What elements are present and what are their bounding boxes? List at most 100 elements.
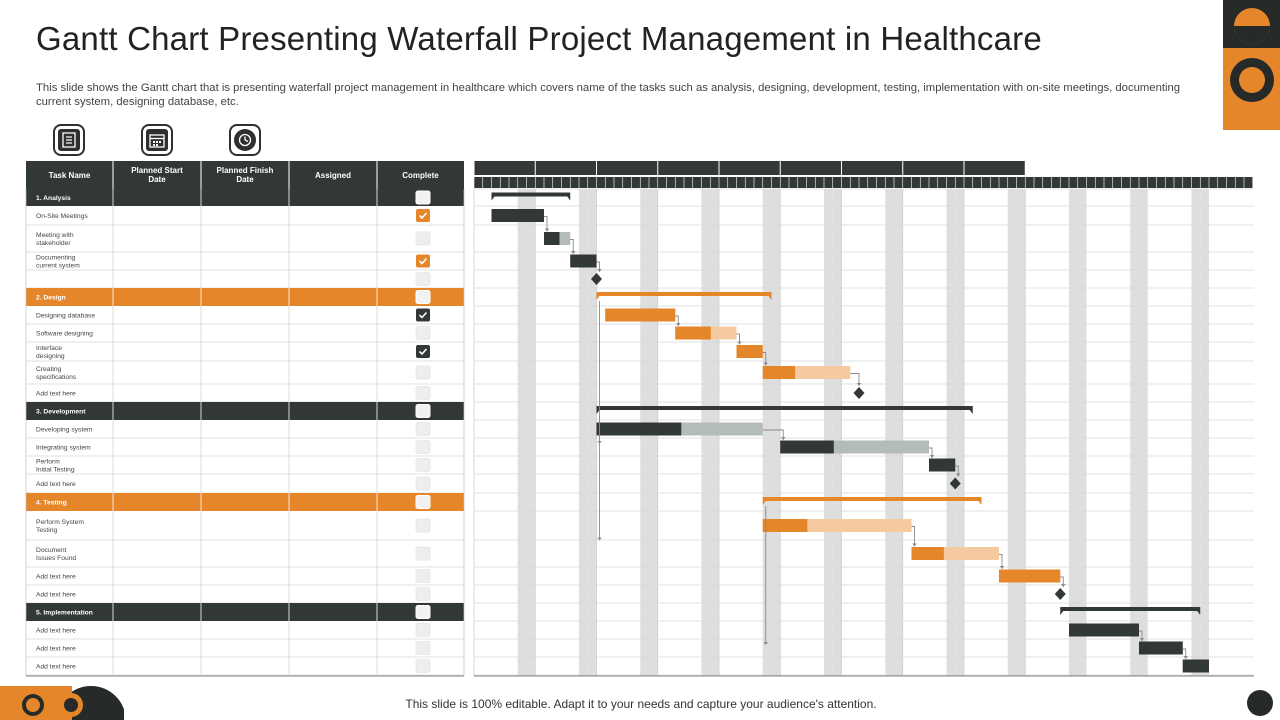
dependency-connector: [736, 333, 740, 345]
day-header: [1244, 177, 1253, 188]
day-header: [728, 177, 737, 188]
task-name-line: Add text here: [36, 645, 76, 652]
day-header: [640, 177, 649, 188]
connector-arrow: [597, 537, 602, 541]
week-header: [535, 161, 596, 175]
task-bar-progress: [999, 569, 1061, 583]
day-header: [999, 177, 1008, 188]
column-header: Planned Start Date: [131, 166, 183, 184]
task-name-line: Perform System: [36, 519, 84, 526]
task-bar-progress: [929, 458, 956, 472]
complete-checkbox: [415, 365, 431, 380]
weekend-column: [517, 189, 527, 676]
task-name: Add text here: [36, 573, 76, 580]
day-header: [833, 177, 842, 188]
connector-arrow: [1139, 638, 1145, 641]
day-header: [1218, 177, 1227, 188]
day-header: [815, 177, 824, 188]
dependency-connector: [1060, 576, 1064, 587]
day-header: [868, 177, 877, 188]
complete-checkbox: [415, 190, 431, 205]
dependency-connector: [999, 554, 1003, 569]
day-header: [745, 177, 754, 188]
day-header: [1148, 177, 1157, 188]
check-mark-icon: [418, 311, 428, 319]
task-name: Interface designing: [36, 345, 65, 360]
phase-row-bg: [26, 402, 464, 420]
task-name-line: stakeholder: [36, 240, 71, 247]
day-header: [771, 177, 780, 188]
day-header: [946, 177, 955, 188]
week-header: [719, 161, 780, 175]
complete-checkbox: [415, 404, 431, 418]
day-header: [1051, 177, 1060, 188]
day-header: [763, 177, 772, 188]
task-name-line: Add text here: [36, 481, 76, 488]
clock-icon: [229, 124, 261, 156]
task-name: Meeting with stakeholder: [36, 232, 74, 247]
task-name: 3. Development: [36, 408, 86, 415]
weekend-column: [1077, 189, 1087, 676]
week-header: [842, 161, 903, 175]
task-name-line: Interface: [36, 345, 62, 352]
connector-arrow: [999, 566, 1005, 569]
day-header: [1209, 177, 1218, 188]
day-header: [789, 177, 798, 188]
day-header: [684, 177, 693, 188]
weekend-column: [1200, 189, 1209, 676]
day-header: [631, 177, 640, 188]
connector-arrow: [929, 455, 935, 458]
day-header: [553, 177, 562, 188]
day-header: [894, 177, 903, 188]
column-header: Assigned: [315, 171, 351, 180]
day-header: [1174, 177, 1183, 188]
complete-checkbox: [415, 569, 431, 583]
task-bar-progress: [762, 366, 796, 379]
task-name: 5. Implementation: [36, 609, 93, 616]
task-name-line: Document: [36, 547, 67, 554]
calendar-icon: [141, 124, 173, 156]
week-header: [780, 161, 841, 175]
task-name-line: 4. Testing: [36, 499, 67, 506]
phase-row-bg: [26, 189, 464, 206]
summary-bar: [762, 497, 982, 505]
weekend-column: [1069, 189, 1078, 676]
phase-row-bg: [26, 603, 464, 621]
complete-checkbox: [415, 659, 431, 673]
task-name-line: Add text here: [36, 591, 76, 598]
day-header: [780, 177, 789, 188]
weekend-column: [1007, 189, 1017, 676]
day-header: [824, 177, 833, 188]
weekend-column: [824, 189, 833, 676]
day-header: [1069, 177, 1078, 188]
dependency-connector: [544, 216, 548, 232]
day-header: [1156, 177, 1165, 188]
task-name: Integrating system: [36, 444, 91, 451]
task-name-line: specifications: [36, 374, 77, 381]
dependency-connector: [929, 447, 933, 458]
corner-decoration-top-right: [1223, 0, 1280, 130]
complete-checkbox: [415, 495, 431, 509]
task-name: 4. Testing: [36, 499, 67, 506]
weekend-column: [946, 189, 956, 676]
connector-arrow: [956, 473, 961, 477]
task-name: 1. Analysis: [36, 195, 71, 202]
corner-decoration-bottom-left: [0, 686, 124, 720]
day-header: [920, 177, 929, 188]
check-mark-icon: [418, 348, 428, 356]
day-header: [885, 177, 894, 188]
day-header: [596, 177, 605, 188]
complete-checkbox: [415, 440, 431, 454]
day-header: [605, 177, 614, 188]
task-bar-progress: [762, 519, 808, 532]
day-header: [491, 177, 500, 188]
table-header-bg: [26, 161, 464, 189]
day-header: [1200, 177, 1209, 188]
column-header-line: Date: [148, 175, 166, 184]
weekend-column: [587, 189, 597, 676]
check-mark-icon: [418, 212, 428, 220]
day-header: [474, 177, 483, 188]
weekend-column: [832, 189, 842, 676]
task-name: Documenting current system: [36, 254, 80, 269]
dependency-connector: [1139, 630, 1143, 641]
